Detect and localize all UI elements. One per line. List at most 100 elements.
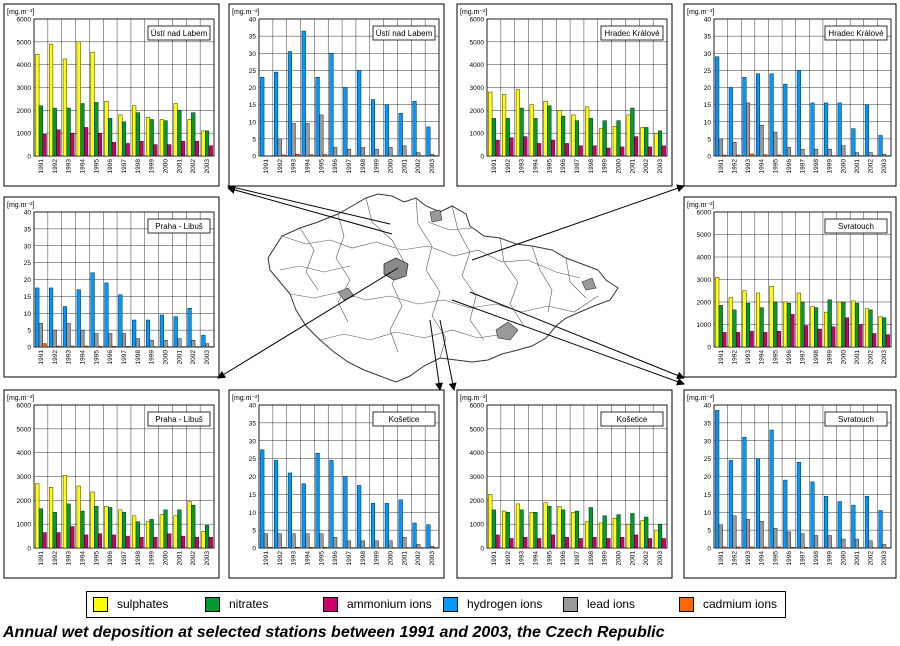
bar-lead-ions	[841, 145, 846, 157]
x-tick-label: 2002	[868, 551, 875, 566]
bar-ammonium-ions	[776, 331, 781, 348]
bar-lead-ions	[814, 535, 819, 549]
legend-label: cadmium ions	[703, 597, 778, 611]
bar-sulphates	[62, 58, 67, 157]
bar-sulphates	[515, 89, 520, 157]
x-tick-label: 2002	[190, 159, 197, 174]
bar-hydrogen-ions	[810, 481, 815, 549]
bar-hydrogen-ions	[159, 314, 164, 348]
bar-sulphates	[756, 292, 761, 348]
x-tick-label: 1998	[813, 551, 820, 566]
bar-cadmium-ions	[56, 345, 61, 348]
bar-hydrogen-ions	[301, 30, 306, 157]
y-tick-label: 40	[704, 403, 712, 410]
y-tick-label: 25	[249, 456, 257, 463]
x-tick-label: 2000	[388, 551, 395, 566]
legend-swatch	[443, 597, 458, 612]
y-tick-label: 15	[704, 492, 712, 499]
bar-nitrates	[205, 525, 210, 549]
bar-hydrogen-ions	[796, 462, 801, 549]
x-tick-label: 2001	[854, 551, 861, 566]
x-tick-label: 2000	[163, 551, 170, 566]
bar-hydrogen-ions	[742, 436, 747, 549]
bar-sulphates	[640, 520, 645, 549]
bar-ammonium-ions	[42, 134, 47, 157]
bar-hydrogen-ions	[260, 77, 265, 157]
y-tick-label: 3000	[470, 85, 485, 92]
y-tick-label: 30	[704, 51, 712, 58]
unit-label: [mg.m⁻²]	[232, 395, 259, 402]
bar-sulphates	[173, 103, 178, 157]
x-tick-label: 1994	[532, 551, 539, 566]
bar-sulphates	[62, 475, 67, 549]
x-tick-label: 1991	[263, 551, 270, 566]
bar-hydrogen-ions	[357, 485, 362, 549]
country-outline	[267, 193, 619, 383]
y-tick-label: 0	[27, 154, 31, 161]
bar-hydrogen-ions	[878, 135, 883, 157]
x-tick-label: 2002	[190, 350, 197, 365]
bar-sulphates	[529, 104, 534, 157]
y-tick-label: 15	[24, 294, 32, 301]
bar-cadmium-ions	[281, 154, 286, 157]
y-tick-label: 4000	[470, 450, 485, 457]
station-arrow	[451, 299, 685, 386]
bar-hydrogen-ions	[715, 410, 720, 549]
x-tick-label: 1991	[38, 350, 45, 365]
bar-sulphates	[502, 510, 507, 549]
station-label-box	[824, 411, 888, 427]
bar-ammonium-ions	[564, 143, 569, 157]
bar-hydrogen-ions	[783, 479, 788, 549]
x-tick-label: 1994	[759, 551, 766, 566]
y-tick-label: 10	[704, 510, 712, 517]
bar-ammonium-ions	[139, 537, 144, 549]
bar-sulphates	[626, 114, 631, 157]
x-tick-label: 2000	[163, 350, 170, 365]
x-tick-label: 2002	[415, 551, 422, 566]
bar-ammonium-ions	[153, 537, 158, 549]
x-tick-label: 1996	[107, 551, 114, 566]
bar-sulphates	[201, 531, 206, 549]
x-tick-label: 1995	[546, 159, 553, 174]
x-tick-label: 1993	[519, 551, 526, 566]
y-tick-label: 30	[704, 438, 712, 445]
x-tick-label: 1997	[346, 551, 353, 566]
station-label: Košetice	[389, 415, 420, 424]
x-tick-label: 1996	[332, 551, 339, 566]
x-tick-label: 1994	[79, 551, 86, 566]
bar-cadmium-ions	[763, 546, 768, 549]
bar-sulphates	[49, 487, 54, 549]
bar-cadmium-ions	[763, 154, 768, 157]
bar-sulphates	[488, 494, 493, 549]
station-arrows	[217, 183, 685, 391]
x-tick-label: 1997	[346, 159, 353, 174]
x-tick-label: 1991	[38, 551, 45, 566]
y-tick-label: 5000	[470, 39, 485, 46]
unit-label: [mg.m⁻²]	[7, 9, 34, 16]
x-tick-label: 1992	[505, 551, 512, 566]
x-tick-label: 1992	[731, 159, 738, 174]
bar-lead-ions	[800, 148, 805, 157]
bar-ammonium-ions	[831, 326, 836, 348]
x-tick-label: 1991	[491, 159, 498, 174]
bar-ammonium-ions	[634, 136, 639, 157]
y-tick-label: 40	[704, 17, 712, 24]
x-tick-label: 2003	[204, 159, 211, 174]
y-tick-label: 35	[24, 226, 32, 233]
x-tick-label: 2003	[881, 159, 888, 174]
bar-sulphates	[201, 130, 206, 157]
x-tick-label: 2003	[881, 551, 888, 566]
bar-nitrates	[94, 506, 99, 549]
bar-ammonium-ions	[70, 132, 75, 157]
bar-sulphates	[159, 514, 164, 549]
bar-nitrates	[94, 102, 99, 157]
bar-sulphates	[145, 116, 151, 157]
x-tick-label: 1995	[318, 159, 325, 174]
bar-nitrates	[108, 118, 113, 157]
bar-sulphates	[187, 119, 192, 157]
bar-hydrogen-ions	[728, 460, 733, 549]
x-tick-label: 1997	[121, 159, 128, 174]
bar-lead-ions	[346, 540, 352, 549]
bar-nitrates	[882, 317, 887, 348]
bar-sulphates	[132, 105, 137, 157]
